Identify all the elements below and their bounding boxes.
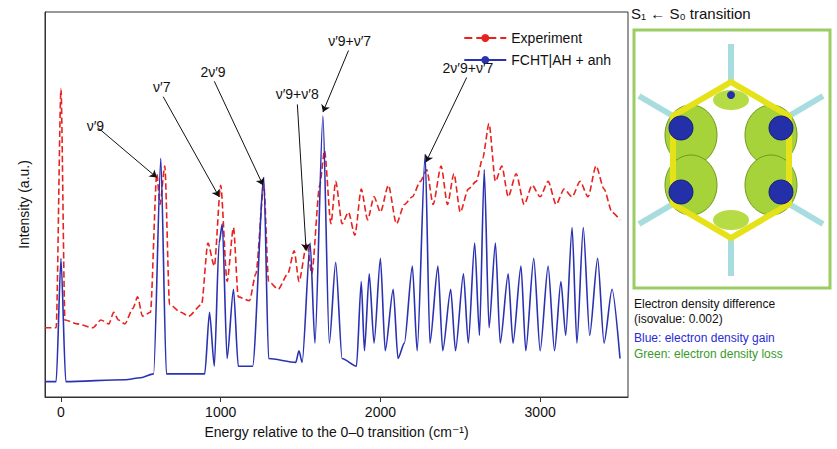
svg-text:ν′7: ν′7 xyxy=(153,79,171,95)
svg-text:Blue: electron density gain: Blue: electron density gain xyxy=(634,331,775,345)
svg-text:2000: 2000 xyxy=(365,404,396,420)
svg-text:ν′9: ν′9 xyxy=(87,118,105,134)
svg-text:1000: 1000 xyxy=(205,404,236,420)
svg-text:Electron density difference: Electron density difference xyxy=(634,297,779,311)
svg-text:FCHT|AH + anh: FCHT|AH + anh xyxy=(511,52,611,68)
svg-text:ν′9+ν′7: ν′9+ν′7 xyxy=(328,33,371,49)
svg-text:S₁ ← S₀ transition: S₁ ← S₀ transition xyxy=(631,5,751,22)
svg-text:0: 0 xyxy=(57,404,65,420)
svg-text:ν′9+ν′8: ν′9+ν′8 xyxy=(276,86,319,102)
svg-text:Energy relative to the 0–0 tra: Energy relative to the 0–0 transition (c… xyxy=(204,424,468,440)
svg-text:2ν′9+ν′7: 2ν′9+ν′7 xyxy=(443,60,494,76)
svg-text:Green: electron density loss: Green: electron density loss xyxy=(634,347,783,361)
svg-text:2ν′9: 2ν′9 xyxy=(200,64,225,80)
svg-text:(isovalue: 0.002): (isovalue: 0.002) xyxy=(634,312,723,326)
svg-text:3000: 3000 xyxy=(525,404,556,420)
svg-text:Experiment: Experiment xyxy=(511,30,582,46)
svg-text:Intensity (a.u.): Intensity (a.u.) xyxy=(16,160,32,249)
